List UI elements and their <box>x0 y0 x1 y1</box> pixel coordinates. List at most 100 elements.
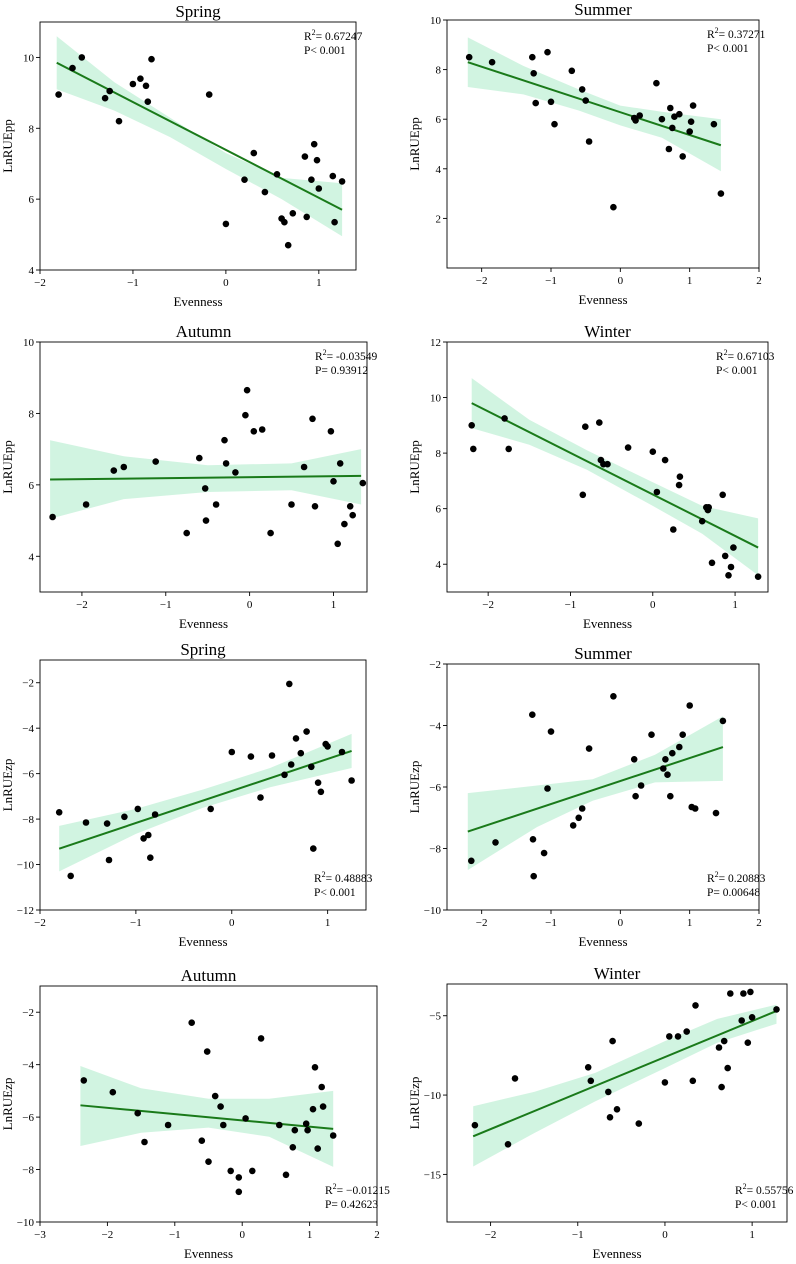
data-point <box>341 520 348 528</box>
x-tick-label: 0 <box>229 917 235 929</box>
p-value-label: P= 0.42623 <box>325 1199 378 1211</box>
data-point <box>692 1002 699 1009</box>
data-point <box>585 745 593 752</box>
data-point <box>101 94 109 102</box>
data-point <box>282 1171 290 1179</box>
x-axis-label: Evenness <box>178 934 227 949</box>
data-point <box>610 693 617 700</box>
data-point <box>303 728 310 735</box>
data-point <box>529 711 536 718</box>
x-tick-label: −2 <box>102 1229 114 1241</box>
regression-line <box>56 61 343 211</box>
data-point <box>222 460 230 467</box>
data-point <box>705 504 712 511</box>
data-point <box>585 138 593 145</box>
data-point <box>530 70 537 77</box>
data-point <box>660 765 667 772</box>
data-point <box>679 153 686 160</box>
data-point <box>250 149 258 157</box>
data-point <box>309 415 316 423</box>
data-point <box>308 763 315 771</box>
data-point <box>310 845 317 852</box>
y-tick-label: 4 <box>436 559 442 571</box>
data-point <box>724 1064 731 1072</box>
data-point <box>301 153 309 160</box>
data-point <box>674 1033 682 1040</box>
data-point <box>249 1167 256 1175</box>
data-point <box>471 1121 479 1129</box>
p-value-label: P< 0.001 <box>716 365 758 377</box>
data-point <box>718 1083 725 1091</box>
data-point <box>578 805 586 812</box>
data-point <box>488 58 496 66</box>
r-squared-label: R2= −0.01215 <box>325 1182 390 1197</box>
data-point <box>630 756 638 763</box>
confidence-band <box>473 1004 777 1167</box>
data-point <box>319 1103 327 1110</box>
data-point <box>134 1109 141 1117</box>
data-point <box>686 128 693 135</box>
x-tick-label: 2 <box>756 917 762 929</box>
data-point <box>653 79 660 87</box>
x-tick-label: −1 <box>572 1229 584 1241</box>
confidence-band <box>471 378 759 576</box>
y-axis-label: LnRUEpp <box>407 440 422 493</box>
data-point <box>80 1077 88 1084</box>
y-tick-label: 10 <box>430 393 442 405</box>
plot-frame <box>446 983 788 1223</box>
data-point <box>648 731 655 738</box>
x-tick-label: −1 <box>130 917 142 929</box>
data-point <box>235 1174 243 1181</box>
x-tick-label: −2 <box>485 1229 497 1241</box>
data-point <box>242 411 249 419</box>
y-tick-label: −5 <box>429 1011 441 1023</box>
data-point <box>465 53 473 61</box>
y-axis-label: LnRUEpp <box>0 119 15 172</box>
data-point <box>67 872 74 880</box>
y-tick-label: 4 <box>29 551 35 563</box>
data-point <box>547 98 555 106</box>
p-value-label: P= 0.93912 <box>315 365 368 377</box>
data-point <box>151 811 159 818</box>
data-point <box>304 1126 311 1134</box>
data-point <box>145 831 152 839</box>
data-point <box>676 473 684 481</box>
x-tick-label: −1 <box>545 917 557 929</box>
data-point <box>710 120 718 128</box>
y-tick-label: −10 <box>424 905 442 917</box>
y-tick-label: −12 <box>17 905 34 917</box>
data-point <box>106 87 113 95</box>
plot-frame <box>446 341 769 593</box>
data-point <box>658 115 666 123</box>
y-axis-label: LnRUEpp <box>0 440 15 493</box>
data-point <box>664 771 671 778</box>
data-point <box>532 99 539 107</box>
data-point <box>666 1033 673 1040</box>
y-tick-label: −8 <box>22 814 34 826</box>
y-tick-label: 4 <box>436 164 442 176</box>
data-point <box>289 1144 297 1151</box>
regression-line <box>58 749 352 850</box>
data-point <box>329 172 337 180</box>
data-point <box>152 458 159 465</box>
data-point <box>232 469 239 476</box>
data-point <box>730 544 737 551</box>
data-point <box>287 761 295 768</box>
data-point <box>105 856 113 864</box>
y-tick-label: −4 <box>22 1060 34 1072</box>
y-axis-label: LnRUEzp <box>407 761 422 814</box>
y-tick-label: 8 <box>29 123 35 135</box>
data-point <box>207 805 214 813</box>
data-point <box>575 814 582 822</box>
r-squared-label: R2= 0.55756 <box>735 1182 794 1197</box>
plot-frame <box>39 21 357 271</box>
data-point <box>686 702 693 709</box>
data-point <box>606 1114 614 1121</box>
chart-panel-7: −3 −2 −1 0 1 2−10−8−6−4−2AutumnEvennessLnRUEz… <box>0 966 390 1261</box>
x-tick-label: 1 <box>316 277 322 289</box>
data-point <box>211 1092 219 1100</box>
data-point <box>530 872 537 880</box>
data-point <box>276 1121 283 1129</box>
x-tick-label: −1 <box>169 1229 181 1241</box>
